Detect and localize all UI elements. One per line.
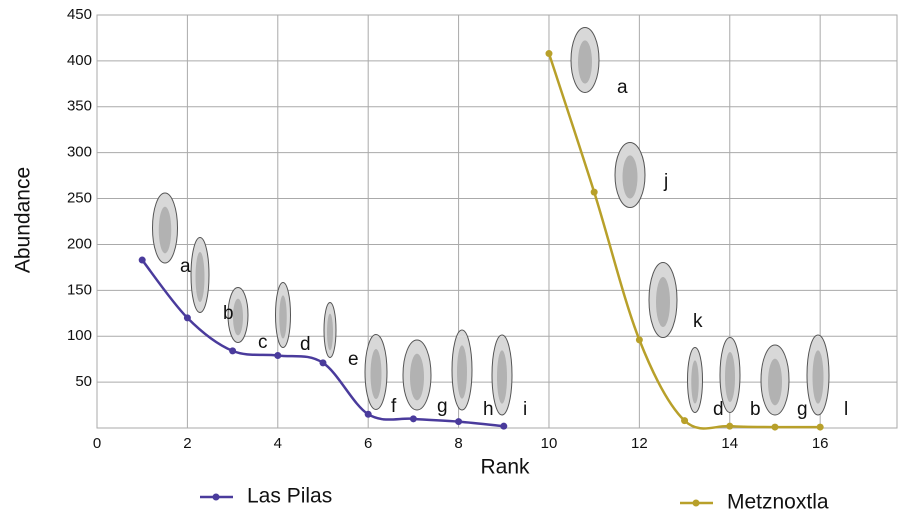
y-tick-label: 300 [67, 144, 92, 161]
data-point [500, 423, 507, 430]
data-point [591, 189, 598, 196]
y-axis-title: Abundance [12, 167, 35, 273]
y-tick-label: 450 [67, 6, 92, 23]
annotation: i [523, 399, 527, 420]
data-point [184, 314, 191, 321]
data-point [545, 50, 552, 57]
data-point [636, 336, 643, 343]
specimen-detail [691, 360, 699, 403]
data-point [274, 352, 281, 359]
x-tick-label: 6 [364, 435, 372, 452]
annotation: h [483, 399, 494, 420]
x-axis-title: Rank [480, 456, 530, 479]
y-tick-label: 350 [67, 98, 92, 115]
specimen-detail [623, 155, 638, 198]
x-tick-label: 2 [183, 435, 191, 452]
specimen-detail [497, 350, 507, 403]
chart: Rank Abundance 5010015020025030035040045… [0, 0, 899, 518]
data-point [319, 359, 326, 366]
x-tick-label: 0 [93, 435, 101, 452]
annotation: a [180, 256, 191, 277]
x-tick-label: 14 [721, 435, 738, 452]
specimen-detail [457, 345, 467, 398]
specimen-detail [327, 314, 333, 351]
x-tick-label: 10 [541, 435, 558, 452]
specimen-detail [233, 299, 243, 336]
annotation: l [844, 399, 848, 420]
annotation: f [391, 396, 397, 417]
annotation: e [348, 349, 359, 370]
annotation: a [617, 77, 628, 98]
annotation: d [300, 334, 311, 355]
specimen-detail [725, 352, 735, 402]
data-point [681, 417, 688, 424]
annotation: g [437, 396, 448, 417]
data-point [771, 424, 778, 431]
x-tick-label: 4 [274, 435, 282, 452]
specimen-detail [159, 207, 172, 254]
annotation: g [797, 399, 808, 420]
specimen-detail [371, 349, 382, 399]
specimen-detail [768, 359, 782, 406]
legend-label: Las Pilas [247, 485, 332, 508]
y-tick-label: 400 [67, 52, 92, 69]
data-point [817, 424, 824, 431]
legend-marker [693, 500, 700, 507]
annotation: b [750, 399, 761, 420]
y-tick-label: 100 [67, 327, 92, 344]
data-point [365, 411, 372, 418]
annotation: c [258, 332, 268, 353]
annotation: b [223, 303, 234, 324]
legend-marker [213, 494, 220, 501]
x-tick-label: 12 [631, 435, 648, 452]
x-tick-label: 16 [812, 435, 829, 452]
data-point [229, 347, 236, 354]
annotation: j [663, 171, 668, 192]
data-point [139, 257, 146, 264]
legend-label: Metznoxtla [727, 491, 829, 514]
data-point [410, 415, 417, 422]
specimen-detail [578, 40, 592, 83]
specimen-detail [410, 354, 424, 401]
specimen-detail [656, 277, 670, 327]
data-point [455, 418, 462, 425]
annotation: k [693, 311, 703, 332]
annotation: d [713, 399, 724, 420]
y-tick-label: 200 [67, 235, 92, 252]
data-point [726, 423, 733, 430]
y-tick-label: 250 [67, 190, 92, 207]
y-tick-label: 50 [75, 373, 92, 390]
specimen-detail [813, 350, 824, 403]
y-tick-label: 150 [67, 281, 92, 298]
specimen-detail [196, 252, 205, 302]
specimen-detail [279, 295, 287, 338]
x-tick-label: 8 [454, 435, 462, 452]
